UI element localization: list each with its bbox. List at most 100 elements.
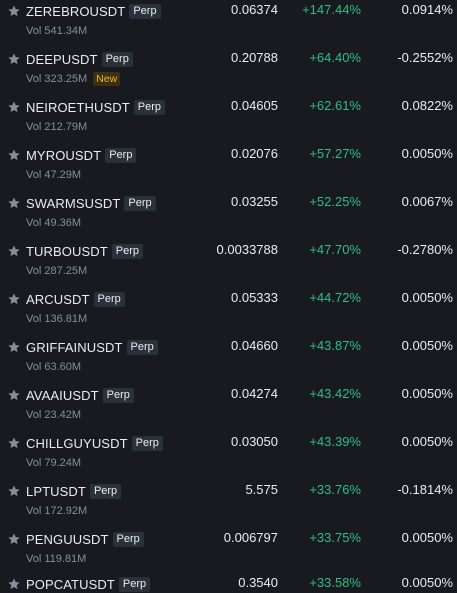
funding-rate: 0.0050% [401,338,453,353]
volume-group: Vol 287.25M [26,264,87,278]
star-icon[interactable] [7,292,21,306]
last-price: 0.02076 [231,146,278,161]
market-row[interactable]: SWARMSUSDT Perp Vol 49.36M 0.03255 +52.2… [0,192,457,240]
market-row[interactable]: PENGUUSDT Perp Vol 119.81M 0.006797 +33.… [0,528,457,576]
volume-text: Vol 212.79M [26,121,88,133]
market-row[interactable]: ARCUSDT Perp Vol 136.81M 0.05333 +44.72%… [0,288,457,336]
symbol-name[interactable]: DEEPUSDT [26,51,98,67]
symbol-group[interactable]: GRIFFAINUSDT Perp [26,338,158,356]
funding-rate: 0.0050% [401,434,453,449]
last-price: 0.3540 [238,575,278,590]
symbol-name[interactable]: POPCATUSDT [26,576,115,592]
star-icon[interactable] [7,436,21,450]
symbol-name[interactable]: NEIROETHUSDT [26,99,130,115]
volume-text: Vol 79.24M [26,457,82,469]
volume-group: Vol 23.42M [26,408,81,422]
symbol-group[interactable]: MYROUSDT Perp [26,146,137,164]
last-price: 0.04660 [231,338,278,353]
price-change-percent: +43.87% [309,338,361,353]
funding-rate: 0.0050% [401,386,453,401]
symbol-group[interactable]: POPCATUSDT Perp [26,575,151,593]
last-price: 0.04605 [231,98,278,113]
symbol-name[interactable]: LPTUSDT [26,483,86,499]
volume-text: Vol 119.81M [26,553,87,565]
last-price: 5.575 [245,482,278,497]
symbol-name[interactable]: ARCUSDT [26,291,90,307]
funding-rate: 0.0067% [401,194,453,209]
market-row[interactable]: LPTUSDT Perp Vol 172.92M 5.575 +33.76% -… [0,480,457,528]
symbol-name[interactable]: TURBOUSDT [26,243,108,259]
market-row[interactable]: MYROUSDT Perp Vol 47.29M 0.02076 +57.27%… [0,144,457,192]
funding-rate: 0.0050% [401,146,453,161]
price-change-percent: +147.44% [302,2,361,17]
volume-group: Vol 541.34M [26,24,87,38]
symbol-group[interactable]: ARCUSDT Perp [26,290,125,308]
funding-rate: -0.2552% [397,50,453,65]
symbol-name[interactable]: GRIFFAINUSDT [26,339,123,355]
symbol-name[interactable]: MYROUSDT [26,147,102,163]
symbol-group[interactable]: LPTUSDT Perp [26,482,122,500]
symbol-name[interactable]: AVAAIUSDT [26,387,99,403]
market-row[interactable]: NEIROETHUSDT Perp Vol 212.79M 0.04605 +6… [0,96,457,144]
symbol-group[interactable]: PENGUUSDT Perp [26,530,144,548]
volume-group: Vol 172.92M [26,504,87,518]
symbol-group[interactable]: TURBOUSDT Perp [26,242,144,260]
symbol-group[interactable]: CHILLGUYUSDT Perp [26,434,163,452]
star-icon[interactable] [7,100,21,114]
last-price: 0.03255 [231,194,278,209]
symbol-group[interactable]: SWARMSUSDT Perp [26,194,156,212]
symbol-group[interactable]: NEIROETHUSDT Perp [26,98,166,116]
star-icon[interactable] [7,196,21,210]
contract-type-badge: Perp [129,3,161,19]
volume-group: Vol 47.29M [26,168,81,182]
volume-group: Vol 136.81M [26,312,87,326]
market-row[interactable]: GRIFFAINUSDT Perp Vol 63.60M 0.04660 +43… [0,336,457,384]
star-icon[interactable] [7,484,21,498]
market-row[interactable]: ZEREBROUSDT Perp Vol 541.34M 0.06374 +14… [0,0,457,48]
market-row[interactable]: DEEPUSDT Perp Vol 323.25M New 0.20788 +6… [0,48,457,96]
market-row[interactable]: AVAAIUSDT Perp Vol 23.42M 0.04274 +43.42… [0,384,457,432]
contract-type-badge: Perp [112,531,144,547]
star-icon[interactable] [7,4,21,18]
funding-rate: 0.0050% [401,530,453,545]
funding-rate: 0.0914% [401,2,453,17]
contract-type-badge: Perp [111,243,144,259]
volume-text: Vol 63.60M [26,361,82,373]
star-icon[interactable] [7,148,21,162]
contract-type-badge: Perp [105,147,137,163]
symbol-name[interactable]: SWARMSUSDT [26,195,121,211]
price-change-percent: +44.72% [309,290,361,305]
volume-text: Vol 47.29M [26,169,82,181]
last-price: 0.06374 [231,2,278,17]
funding-rate: 0.0822% [401,98,453,113]
price-change-percent: +33.75% [309,530,361,545]
volume-text: Vol 23.42M [26,409,82,421]
symbol-group[interactable]: DEEPUSDT Perp [26,50,133,68]
market-row[interactable]: CHILLGUYUSDT Perp Vol 79.24M 0.03050 +43… [0,432,457,480]
volume-group: Vol 323.25M New [26,72,121,86]
volume-text: Vol 287.25M [26,265,88,277]
market-row[interactable]: POPCATUSDT Perp 0.3540 +33.58% 0.0050% [0,573,457,593]
market-row[interactable]: TURBOUSDT Perp Vol 287.25M 0.0033788 +47… [0,240,457,288]
volume-group: Vol 119.81M [26,552,86,566]
volume-text: Vol 172.92M [26,505,88,517]
star-icon[interactable] [7,52,21,66]
star-icon[interactable] [7,577,21,591]
price-change-percent: +64.40% [309,50,361,65]
symbol-name[interactable]: ZEREBROUSDT [26,3,126,19]
star-icon[interactable] [7,244,21,258]
symbol-name[interactable]: CHILLGUYUSDT [26,435,128,451]
price-change-percent: +33.76% [309,482,361,497]
star-icon[interactable] [7,532,21,546]
funding-rate: -0.1814% [397,482,453,497]
contract-type-badge: Perp [126,339,158,355]
star-icon[interactable] [7,340,21,354]
volume-text: Vol 136.81M [26,313,88,325]
symbol-group[interactable]: ZEREBROUSDT Perp [26,2,161,20]
price-change-percent: +62.61% [309,98,361,113]
contract-type-badge: Perp [101,51,133,67]
symbol-name[interactable]: PENGUUSDT [26,531,109,547]
symbol-group[interactable]: AVAAIUSDT Perp [26,386,134,404]
price-change-percent: +52.25% [309,194,361,209]
star-icon[interactable] [7,388,21,402]
